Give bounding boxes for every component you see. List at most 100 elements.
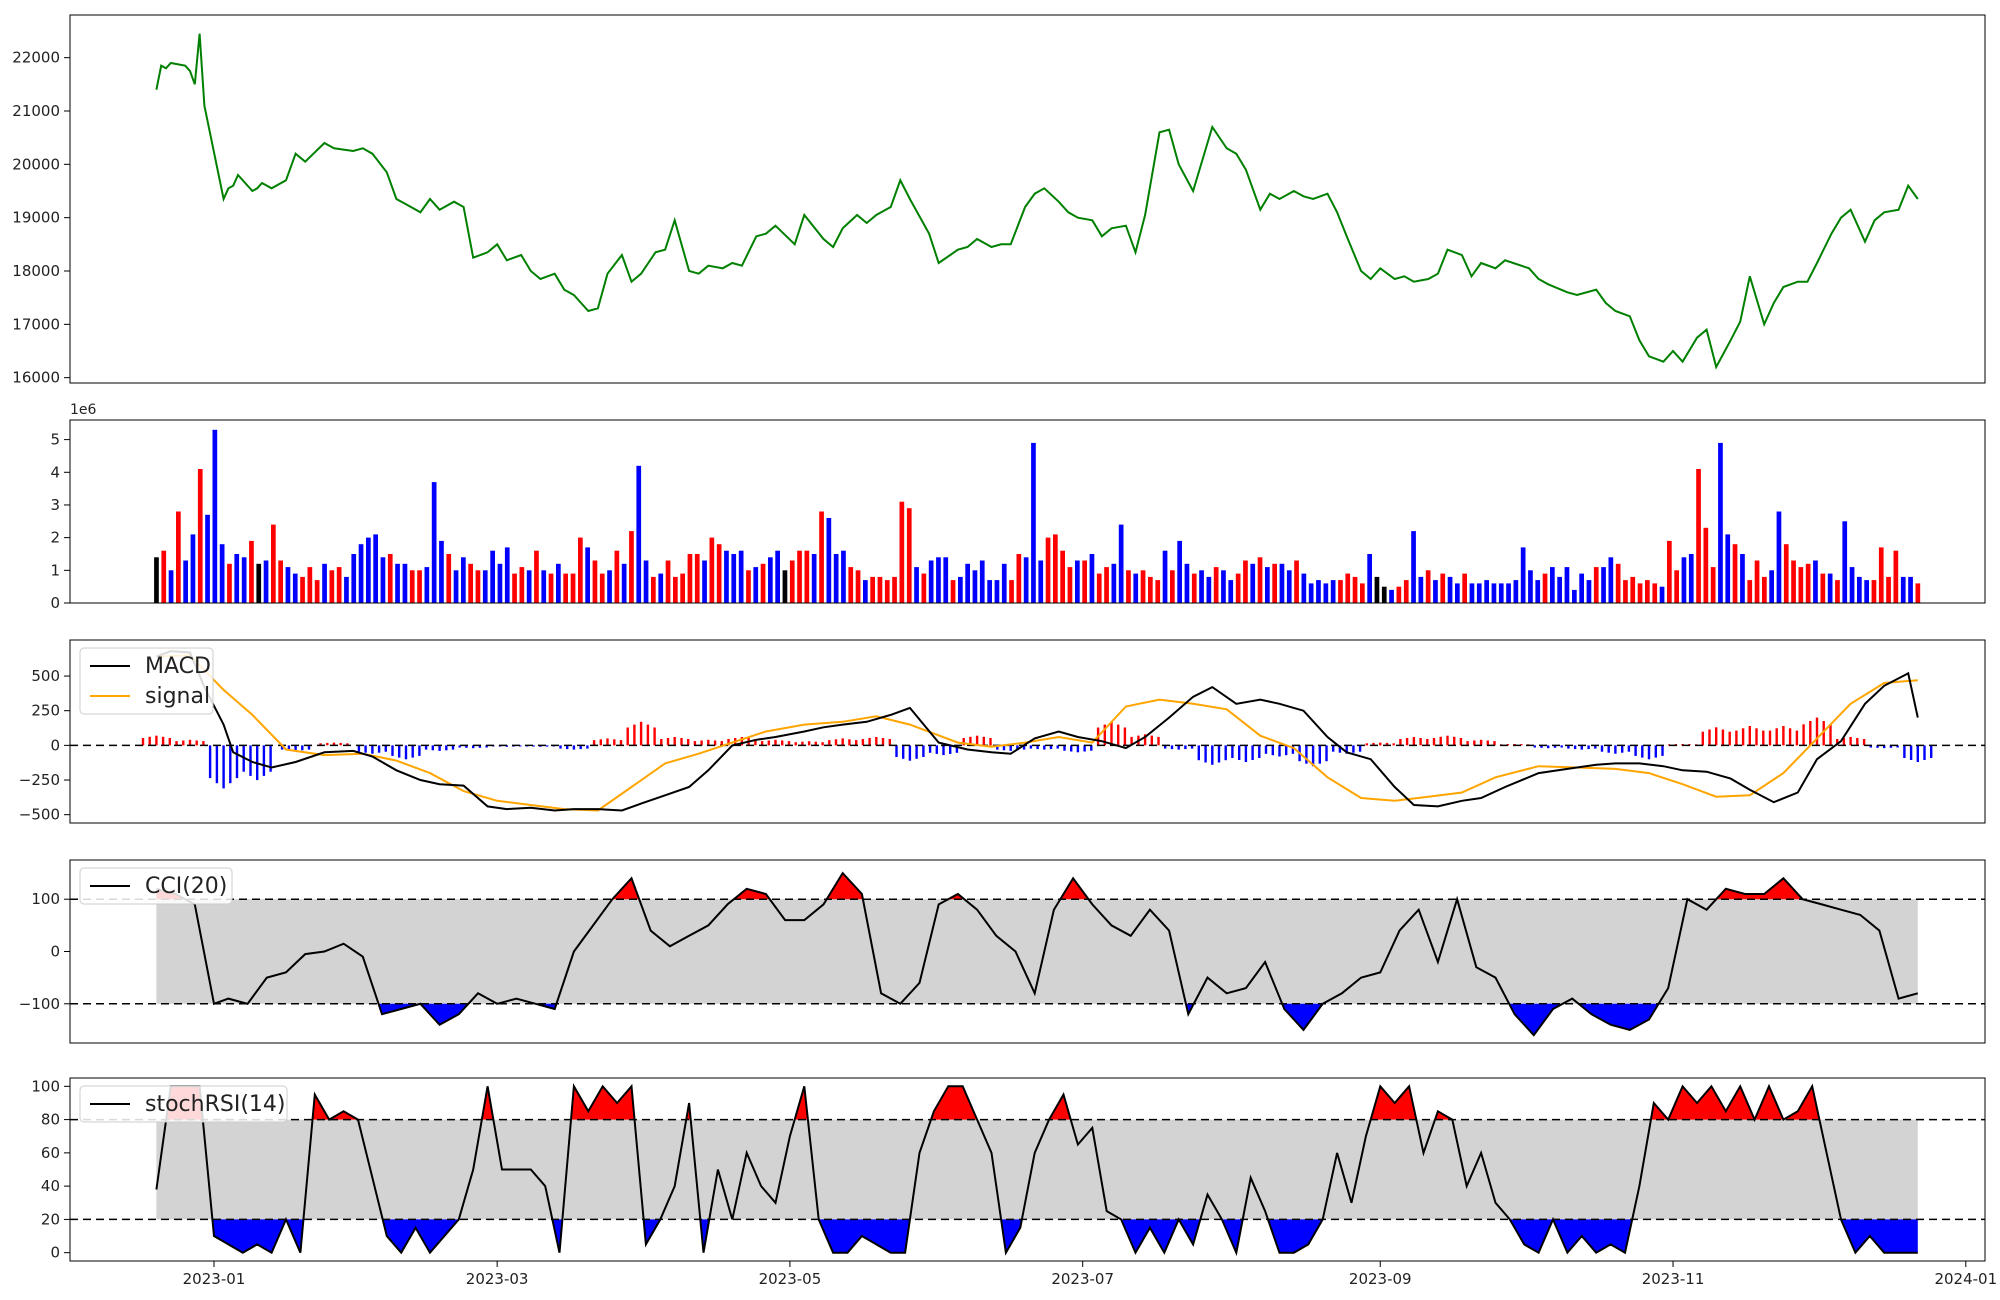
macd-histogram-bar: [666, 738, 670, 746]
macd-histogram-bar: [787, 741, 791, 746]
volume-bar: [1243, 560, 1248, 603]
macd-histogram-bar: [1856, 738, 1859, 746]
volume-bar: [1031, 442, 1036, 603]
macd-histogram-bar: [1164, 745, 1167, 749]
volume-bar: [278, 560, 283, 603]
macd-histogram-bar: [888, 739, 891, 746]
macd-legend-label: MACD: [145, 654, 211, 679]
macd-histogram-bar: [996, 745, 999, 750]
macd-histogram-bar: [1916, 745, 1919, 762]
volume-bar: [775, 550, 780, 603]
volume-bar: [1849, 567, 1855, 603]
volume-bar: [1133, 573, 1139, 603]
macd-histogram-bar: [346, 743, 349, 746]
volume-bar: [1827, 573, 1833, 603]
stochrsi-overbought-fill: [1651, 1086, 1820, 1120]
volume-bar: [1455, 583, 1460, 603]
volume-bar: [1550, 567, 1555, 603]
macd-histogram-bar: [1580, 745, 1583, 750]
volume-bar: [965, 563, 970, 603]
volume-bar: [936, 557, 941, 604]
macd-histogram-bar: [1614, 745, 1617, 754]
volume-bar: [884, 580, 890, 603]
macd-histogram-bar: [1412, 737, 1416, 746]
volume-bar: [1579, 573, 1584, 603]
macd-histogram-bar: [1211, 745, 1214, 765]
volume-bar: [475, 570, 481, 603]
macd-histogram-bar: [1654, 745, 1657, 758]
macd-histogram-bar: [235, 745, 239, 779]
volume-bar: [1228, 580, 1234, 603]
volume-bar: [1732, 544, 1738, 603]
macd-histogram-bar: [307, 745, 311, 750]
macd-histogram-bar: [949, 745, 952, 754]
volume-bar: [1038, 560, 1044, 603]
volume-bar: [1835, 580, 1840, 603]
macd-histogram-bar: [269, 745, 272, 772]
macd-histogram-bar: [935, 745, 938, 754]
macd-histogram-bar: [319, 743, 322, 746]
volume-bar: [249, 540, 254, 603]
stochrsi-overbought-fill: [571, 1086, 635, 1120]
macd-histogram-bar: [1090, 745, 1093, 751]
macd-histogram-bar: [982, 736, 985, 746]
volume-bar: [979, 560, 985, 603]
macd-histogram-bar: [1063, 745, 1066, 751]
volume-bar: [168, 570, 174, 603]
macd-histogram-bar: [1567, 745, 1570, 749]
volume-bar: [1542, 573, 1548, 603]
macd-histogram-bar: [707, 739, 710, 746]
macd-histogram-bar: [687, 739, 690, 746]
macd-histogram-bar: [377, 745, 381, 753]
volume-bar: [1586, 580, 1592, 603]
volume-bar: [1776, 511, 1782, 603]
volume-bar: [1403, 580, 1409, 603]
macd-histogram-bar: [1775, 728, 1778, 746]
macd-histogram-bar: [1439, 736, 1442, 746]
macd-histogram-bar: [357, 745, 361, 752]
macd-histogram-bar: [287, 745, 291, 751]
volume-bar: [1381, 586, 1387, 603]
volume-bar: [358, 544, 364, 603]
stochrsi-ytick-label: 60: [41, 1144, 60, 1162]
volume-bar: [234, 554, 240, 603]
macd-histogram-bar: [1419, 738, 1422, 746]
macd-histogram-bar: [1553, 745, 1557, 748]
macd-histogram-bar: [1399, 739, 1402, 746]
cci-oversold-fill: [1509, 1003, 1563, 1036]
volume-bar: [1170, 570, 1175, 603]
stochrsi-ytick-label: 40: [41, 1177, 60, 1195]
volume-bar: [636, 465, 642, 604]
volume-bar: [322, 563, 327, 603]
volume-bar: [702, 560, 707, 603]
macd-histogram-bar: [754, 739, 757, 746]
volume-bar: [1703, 527, 1709, 603]
macd-histogram-bar: [922, 745, 925, 757]
time-xtick-label: 2023-05: [759, 1270, 822, 1288]
stochrsi-oversold-fill: [1841, 1219, 1918, 1253]
volume-bar: [950, 580, 956, 603]
macd-histogram-bar: [902, 745, 905, 759]
macd-histogram-bar: [1432, 738, 1436, 746]
macd-histogram-bar: [229, 745, 232, 784]
volume-bar: [1279, 563, 1285, 603]
macd-histogram-bar: [175, 741, 178, 746]
macd-histogram-bar: [485, 745, 488, 748]
macd-histogram-bar: [626, 727, 629, 746]
volume-bar: [1118, 524, 1124, 603]
volume-bar: [1630, 576, 1636, 603]
macd-histogram-bar: [1029, 745, 1033, 749]
macd-histogram-bar: [1486, 740, 1489, 746]
macd-histogram-bar: [1520, 744, 1523, 746]
stochrsi-oversold-fill: [1509, 1219, 1633, 1253]
volume-bar: [833, 554, 839, 603]
macd-histogram-bar: [1822, 721, 1825, 746]
macd-histogram-bar: [1540, 745, 1543, 748]
macd-histogram-bar: [1016, 745, 1019, 751]
macd-histogram-bar: [301, 745, 304, 751]
macd-histogram-bar: [519, 745, 522, 747]
stochrsi-neutral-band: [156, 1119, 1918, 1220]
volume-bar: [1308, 583, 1314, 603]
volume-bar: [1053, 534, 1058, 603]
